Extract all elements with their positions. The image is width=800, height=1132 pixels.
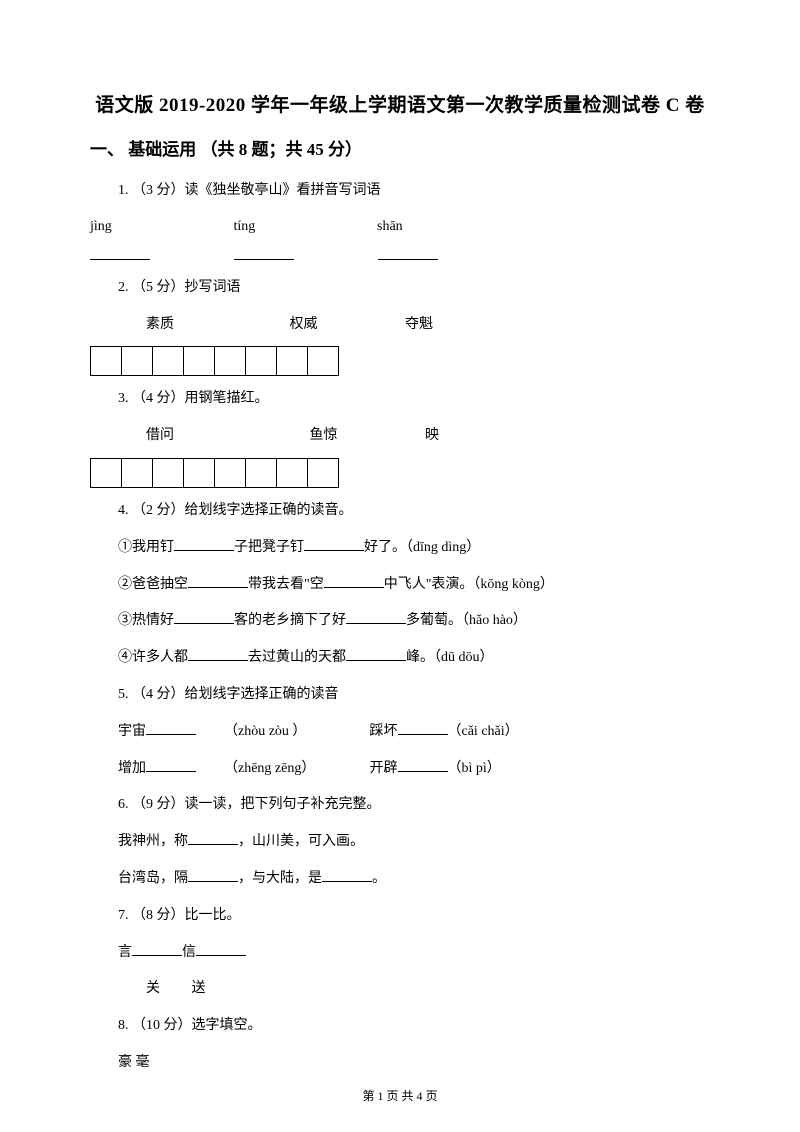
q1-pinyin-row: jìng tíng shān [90, 213, 710, 241]
q5-l2d: （bì pì） [448, 761, 501, 776]
q7-header: 7. （8 分）比一比。 [90, 901, 710, 932]
q2-w3: 夺魁 [405, 317, 433, 332]
q5-blank-2a[interactable] [146, 757, 196, 772]
q1-header: 1. （3 分）读《独坐敬亭山》看拼音写词语 [90, 176, 710, 207]
q4-line4: ④许多人都 去过黄山的天都 峰。（dū dōu） [90, 643, 710, 674]
q5-line1: 宇宙 （zhòu zòu ） 踩坏 （cǎi chǎi） [90, 717, 710, 748]
q7-blank-1b[interactable] [196, 941, 246, 956]
q1-pinyin-3: shān [377, 213, 517, 241]
q2-w2: 权威 [262, 310, 402, 341]
q4-blank-1a[interactable] [174, 536, 234, 551]
q2-answer-grid[interactable] [90, 346, 339, 376]
q4-line1: ①我用钉 子把凳子钉 好了。（dīng dìng） [90, 533, 710, 564]
q8-line1: 豪 毫 [90, 1048, 710, 1079]
q4-l4b: 去过黄山的天都 [248, 650, 346, 665]
q4-l4a: ④许多人都 [118, 650, 188, 665]
q6-line2: 台湾岛，隔 ，与大陆，是 。 [90, 864, 710, 895]
q1-blank-1[interactable] [90, 241, 150, 260]
q6-l2c: 。 [372, 871, 386, 886]
q2-header: 2. （5 分）抄写词语 [90, 273, 710, 304]
q4-l2a: ②爸爸抽空 [118, 577, 188, 592]
q4-l4c: 峰。（dū dōu） [406, 650, 494, 665]
q6-l2a: 台湾岛，隔 [118, 871, 188, 886]
q6-line1: 我神州，称 ，山川美，可入画。 [90, 827, 710, 858]
q4-l2c: 中飞人"表演。（kōng kòng） [384, 577, 554, 592]
q4-l1c: 好了。（dīng dìng） [364, 540, 480, 555]
q5-blank-1a[interactable] [146, 720, 196, 735]
q4-blank-4a[interactable] [188, 646, 248, 661]
q4-blank-3b[interactable] [346, 609, 406, 624]
q3-answer-grid[interactable] [90, 458, 339, 488]
q6-blank-1[interactable] [188, 830, 238, 845]
q8-header: 8. （10 分）选字填空。 [90, 1011, 710, 1042]
q1-blank-3[interactable] [378, 241, 438, 260]
q1-blanks [90, 241, 710, 273]
q4-l1b: 子把凳子钉 [234, 540, 304, 555]
q4-l2b: 带我去看"空 [248, 577, 324, 592]
q7-l2a: 关 [118, 974, 188, 1005]
q5-l2b: （zhēng zēng） [196, 754, 366, 785]
q3-w1: 借问 [118, 421, 278, 452]
exam-page: 语文版 2019-2020 学年一年级上学期语文第一次教学质量检测试卷 C 卷 … [0, 0, 800, 1132]
q6-blank-2a[interactable] [188, 867, 238, 882]
q7-l1a: 言 [118, 945, 132, 960]
q7-line1: 言信 [90, 938, 710, 969]
q5-l2a: 增加 [118, 761, 146, 776]
q7-l1b: 信 [182, 945, 196, 960]
q4-blank-4b[interactable] [346, 646, 406, 661]
q5-blank-1b[interactable] [398, 720, 448, 735]
q7-blank-1a[interactable] [132, 941, 182, 956]
q1-pinyin-2: tíng [234, 213, 374, 241]
q5-l2c: 开辟 [370, 761, 398, 776]
q3-header: 3. （4 分）用钢笔描红。 [90, 384, 710, 415]
q5-blank-2b[interactable] [398, 757, 448, 772]
q1-pinyin-1: jìng [90, 213, 230, 241]
q6-header: 6. （9 分）读一读，把下列句子补充完整。 [90, 790, 710, 821]
page-title: 语文版 2019-2020 学年一年级上学期语文第一次教学质量检测试卷 C 卷 [90, 90, 710, 117]
q4-blank-2a[interactable] [188, 573, 248, 588]
q4-line3: ③热情好 客的老乡摘下了好 多葡萄。（hǎo hào） [90, 606, 710, 637]
section-heading: 一、 基础运用 （共 8 题；共 45 分） [90, 135, 710, 160]
q4-l1a: ①我用钉 [118, 540, 174, 555]
q6-l1a: 我神州，称 [118, 834, 188, 849]
q7-l2b: 送 [192, 981, 206, 996]
q2-w1: 素质 [118, 310, 258, 341]
q4-blank-2b[interactable] [324, 573, 384, 588]
q3-words: 借问 鱼惊 映 [90, 421, 710, 452]
q4-header: 4. （2 分）给划线字选择正确的读音。 [90, 496, 710, 527]
q3-w2: 鱼惊 [282, 421, 422, 452]
q1-blank-2[interactable] [234, 241, 294, 260]
q6-l1b: ，山川美，可入画。 [238, 834, 364, 849]
q6-blank-2b[interactable] [322, 867, 372, 882]
q3-w3: 映 [425, 428, 439, 443]
q5-l1a: 宇宙 [118, 724, 146, 739]
q5-line2: 增加 （zhēng zēng） 开辟 （bì pì） [90, 754, 710, 785]
q5-l1b: （zhòu zòu ） [196, 717, 366, 748]
q4-l3b: 客的老乡摘下了好 [234, 613, 346, 628]
q4-blank-3a[interactable] [174, 609, 234, 624]
q6-l2b: ，与大陆，是 [238, 871, 322, 886]
q4-line2: ②爸爸抽空 带我去看"空 中飞人"表演。（kōng kòng） [90, 570, 710, 601]
q2-words: 素质 权威 夺魁 [90, 310, 710, 341]
q7-line2: 关 送 [90, 974, 710, 1005]
q4-l3c: 多葡萄。（hǎo hào） [406, 613, 527, 628]
page-footer: 第 1 页 共 4 页 [0, 1087, 800, 1104]
q5-l1c: 踩坏 [370, 724, 398, 739]
q5-header: 5. （4 分）给划线字选择正确的读音 [90, 680, 710, 711]
q5-l1d: （cǎi chǎi） [448, 724, 519, 739]
q4-l3a: ③热情好 [118, 613, 174, 628]
q4-blank-1b[interactable] [304, 536, 364, 551]
